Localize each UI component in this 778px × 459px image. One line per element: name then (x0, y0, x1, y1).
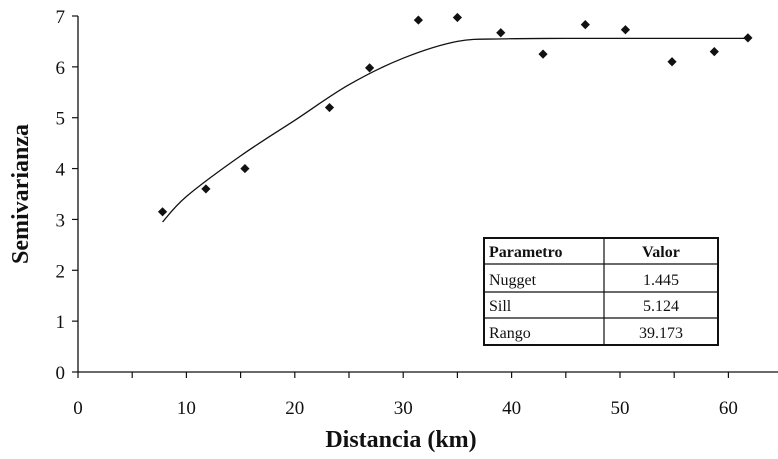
data-point (580, 20, 590, 30)
y-tick-label: 0 (56, 363, 66, 384)
y-tick-label: 3 (56, 210, 66, 231)
table-header-parametro: Parametro (489, 244, 562, 261)
data-point (743, 33, 753, 43)
data-points (157, 12, 753, 217)
data-point (157, 207, 168, 217)
x-tick-label: 20 (285, 398, 304, 419)
fitted-curve (162, 37, 751, 223)
tick-labels: 0 1 2 3 4 5 6 7 0 10 20 30 40 50 60 (56, 7, 738, 419)
x-tick-label: 50 (611, 398, 630, 419)
data-point (452, 12, 462, 23)
y-tick-label: 7 (56, 7, 66, 28)
x-tick-label: 30 (394, 398, 413, 419)
y-tick-label: 2 (56, 261, 66, 282)
y-tick-label: 5 (56, 109, 66, 130)
table-cell-value: 5.124 (643, 298, 679, 315)
data-point (240, 163, 250, 174)
y-tick-label: 1 (56, 312, 66, 333)
data-point (201, 184, 211, 194)
y-axis-title: Semivarianza (8, 124, 34, 264)
table-cell-param: Nugget (489, 272, 537, 289)
table-header-valor: Valor (642, 244, 680, 261)
x-tick-label: 60 (719, 398, 738, 419)
data-point (496, 28, 506, 38)
table-cell-param: Rango (489, 325, 531, 342)
table-cell-value: 39.173 (639, 325, 683, 342)
data-point (413, 15, 423, 25)
parameter-table: Parametro Valor Nugget 1.445 Sill 5.124 … (483, 237, 719, 346)
ticks (72, 15, 730, 378)
table-cell-param: Sill (489, 298, 512, 315)
x-axis-title: Distancia (km) (325, 427, 476, 453)
data-point (364, 63, 375, 73)
table-cell-value: 1.445 (643, 272, 679, 289)
data-point (667, 57, 677, 67)
data-point (324, 102, 335, 113)
x-tick-label: 40 (502, 398, 521, 419)
x-tick-label: 0 (73, 398, 83, 419)
data-point (538, 49, 548, 59)
x-tick-label: 10 (177, 398, 196, 419)
axes (77, 16, 778, 373)
data-point (620, 25, 631, 35)
data-point (709, 47, 719, 57)
y-tick-label: 4 (56, 160, 66, 181)
table-grid-lines (484, 238, 718, 345)
y-tick-label: 6 (56, 58, 66, 79)
